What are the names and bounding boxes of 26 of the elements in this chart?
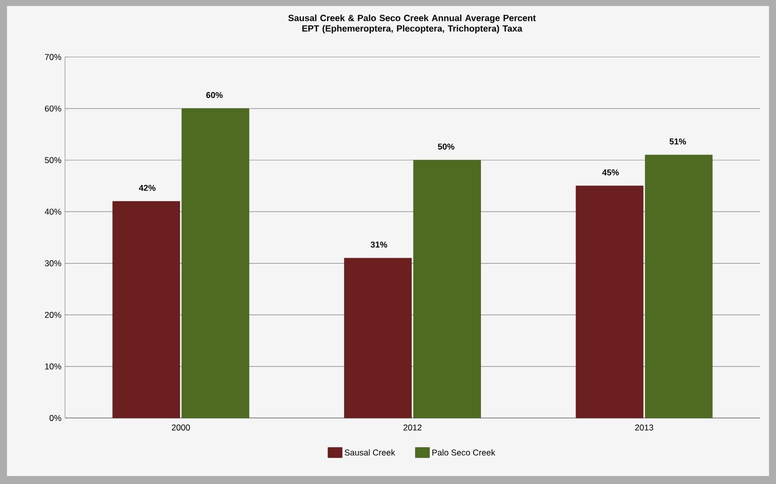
y-tick-label: 0% <box>50 414 62 421</box>
y-tick-label: 60% <box>44 106 62 112</box>
bar <box>576 186 644 418</box>
y-tick-label: 70% <box>44 54 62 60</box>
x-tick-label: 2000 <box>172 424 190 430</box>
data-label: 42% <box>138 184 156 191</box>
bar <box>644 154 713 418</box>
data-label: 31% <box>370 242 388 248</box>
chart-title: Sausal Creek & Palo Seco Creek Annual Average Percent EPT (Ephemeroptera, Plecoptera, Trichoptera) Taxa <box>288 14 536 34</box>
bar <box>112 201 180 418</box>
y-tick-label: 40% <box>44 208 62 215</box>
data-label: 51% <box>670 138 686 144</box>
bar <box>182 108 250 418</box>
y-tick-label: 20% <box>44 312 62 318</box>
y-tick-label: 30% <box>44 260 62 266</box>
data-label: 60% <box>206 92 223 98</box>
legend-label: Palo Seco Creek <box>432 449 496 456</box>
data-label: 50% <box>438 144 454 150</box>
y-tick-label: 10% <box>45 363 62 370</box>
data-label: 45% <box>602 169 619 176</box>
x-tick-label: 2013 <box>635 424 654 430</box>
x-tick-label: 2012 <box>404 424 422 430</box>
legend-label: Sausal Creek <box>344 449 396 456</box>
y-tick-label: 50% <box>44 157 62 164</box>
bar <box>344 258 412 418</box>
bar <box>413 160 481 418</box>
